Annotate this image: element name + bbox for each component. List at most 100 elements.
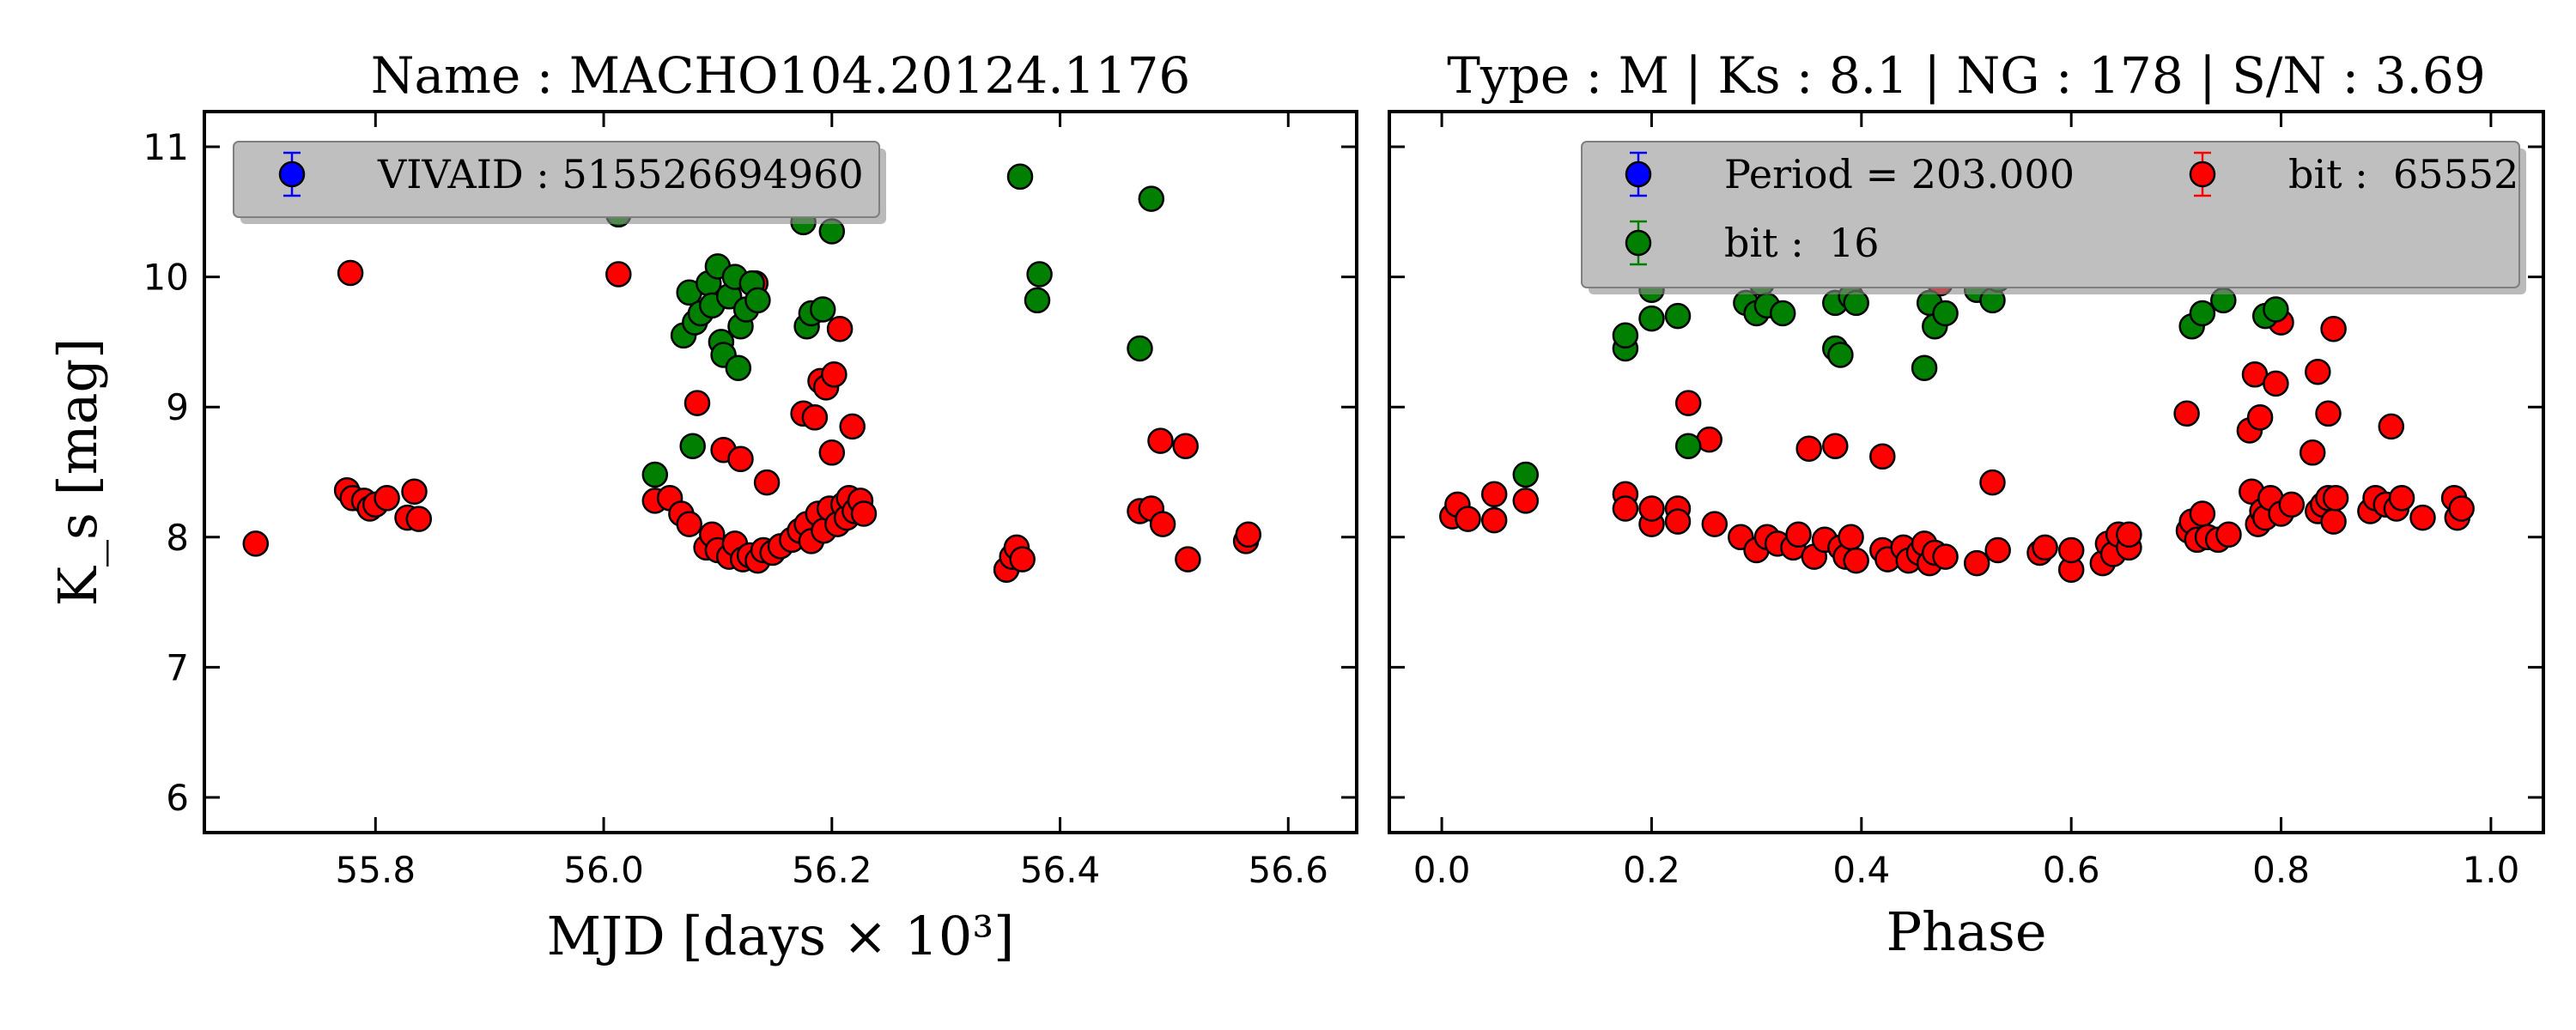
x-tick-label: 0.8 xyxy=(2252,849,2310,891)
legend-marker-red-icon xyxy=(2189,151,2216,197)
point-green-12 xyxy=(1769,300,1796,327)
point-red-12 xyxy=(1674,390,1702,416)
point-green-3 xyxy=(1638,305,1665,332)
right-chart-title: Type : M | Ks : 8.1 | NG : 178 | S/N : 3… xyxy=(1447,46,2485,105)
point-red-57 xyxy=(2189,500,2216,527)
right-points xyxy=(1439,163,2475,583)
point-green-15 xyxy=(725,354,752,381)
point-red-14 xyxy=(1701,511,1728,537)
point-green-31 xyxy=(2189,300,2216,327)
point-red-15 xyxy=(676,511,702,537)
point-red-50 xyxy=(839,413,866,440)
x-tick-label: 0.2 xyxy=(1623,849,1680,891)
point-red-53 xyxy=(2173,400,2200,427)
point-red-46 xyxy=(2057,536,2085,564)
left-ticks: 55.8 56.0 56.2 56.4 56.6 6 7 8 9 10 11 xyxy=(143,112,1357,891)
point-red-11 xyxy=(605,261,632,288)
point-red-21 xyxy=(1795,435,1822,462)
point-red-7 xyxy=(1612,495,1639,522)
point-green-25 xyxy=(1006,163,1034,191)
left-y-axis-label: K_s [mag] xyxy=(46,338,109,607)
point-red-28 xyxy=(1843,547,1869,574)
point-red-88 xyxy=(2388,485,2415,512)
point-red-29 xyxy=(753,469,781,496)
point-red-65 xyxy=(1235,521,1262,548)
x-tick-label: 56.4 xyxy=(1020,849,1101,891)
point-red-9 xyxy=(1638,495,1665,522)
point-green-28 xyxy=(1127,335,1153,362)
point-red-61 xyxy=(1149,511,1176,537)
point-red-3 xyxy=(1480,481,1508,508)
point-red-75 xyxy=(2305,358,2331,385)
y-tick-label: 8 xyxy=(166,517,189,559)
point-red-40 xyxy=(1963,549,1990,577)
y-tick-label: 10 xyxy=(143,257,189,299)
legend-label-vivaid: VIVAID : 515526694960 xyxy=(377,151,864,197)
y-tick-label: 9 xyxy=(166,386,189,428)
point-red-86 xyxy=(2378,413,2405,440)
legend-marker-blue-icon xyxy=(1625,151,1652,197)
legend-label-bit-16: bit : 16 xyxy=(1724,220,1880,266)
point-red-9 xyxy=(401,478,428,505)
point-red-66 xyxy=(2246,404,2274,431)
point-red-27 xyxy=(1838,524,1864,551)
point-green-21 xyxy=(1911,354,1938,381)
legend-marker-green-icon xyxy=(1625,220,1652,266)
point-green-2 xyxy=(641,461,669,488)
point-green-19 xyxy=(744,287,771,314)
point-red-2 xyxy=(1455,506,1481,532)
point-red-24 xyxy=(1822,433,1849,459)
point-red-0 xyxy=(242,530,270,557)
point-green-0 xyxy=(1512,461,1540,488)
point-red-63 xyxy=(1175,546,1201,573)
point-red-39 xyxy=(1932,543,1959,570)
point-green-17 xyxy=(1827,342,1854,368)
left-points xyxy=(242,163,1262,583)
point-red-74 xyxy=(2299,439,2326,466)
point-red-90 xyxy=(2409,504,2436,531)
point-red-62 xyxy=(1172,433,1199,459)
x-tick-label: 56.0 xyxy=(563,849,644,891)
x-tick-label: 0.6 xyxy=(2043,849,2100,891)
point-green-29 xyxy=(1138,185,1165,212)
point-red-57 xyxy=(1009,546,1036,573)
right-panel: 0.0 0.2 0.4 0.6 0.8 1.0 Type : M | Ks : 8.1 |… xyxy=(1388,46,2545,963)
point-green-5 xyxy=(1664,302,1692,330)
y-tick-label: 11 xyxy=(143,126,189,168)
x-tick-label: 0.4 xyxy=(1832,849,1890,891)
point-red-20 xyxy=(1785,521,1812,548)
point-red-4 xyxy=(1480,506,1508,534)
point-red-7 xyxy=(374,485,400,512)
point-green-35 xyxy=(2263,296,2289,323)
point-green-24 xyxy=(1932,300,1959,327)
x-tick-label: 1.0 xyxy=(2463,849,2520,891)
right-legend: Period = 203.000 bit : 65552 bit : 16 xyxy=(1581,141,2526,294)
right-ticks: 0.0 0.2 0.4 0.6 0.8 1.0 xyxy=(1389,112,2543,891)
left-axes-frame xyxy=(203,110,1358,834)
x-tick-label: 56.6 xyxy=(1249,849,1329,891)
legend-marker-blue-icon xyxy=(278,151,306,197)
point-red-29 xyxy=(1869,443,1896,470)
point-red-70 xyxy=(2263,370,2289,397)
point-red-80 xyxy=(2320,315,2347,342)
right-axes-frame xyxy=(1388,110,2545,834)
point-red-37 xyxy=(801,404,829,431)
point-green-23 xyxy=(809,296,836,323)
point-red-42 xyxy=(1984,536,2011,564)
point-red-73 xyxy=(2278,491,2306,518)
point-green-7 xyxy=(1674,433,1702,459)
point-red-53 xyxy=(850,500,878,527)
point-red-60 xyxy=(2215,521,2242,548)
legend-label-bit-65552: bit : 65552 xyxy=(2288,151,2518,197)
point-red-10 xyxy=(405,506,433,532)
point-red-23 xyxy=(727,445,754,473)
point-green-27 xyxy=(1026,261,1053,288)
point-red-16 xyxy=(683,390,711,416)
left-chart-title: Name : MACHO104.20124.1176 xyxy=(371,46,1191,105)
point-green-19 xyxy=(1843,289,1869,317)
point-red-43 xyxy=(818,439,846,466)
right-x-axis-label: Phase xyxy=(1886,900,2046,963)
point-red-46 xyxy=(826,315,854,342)
point-red-44 xyxy=(2032,534,2058,561)
